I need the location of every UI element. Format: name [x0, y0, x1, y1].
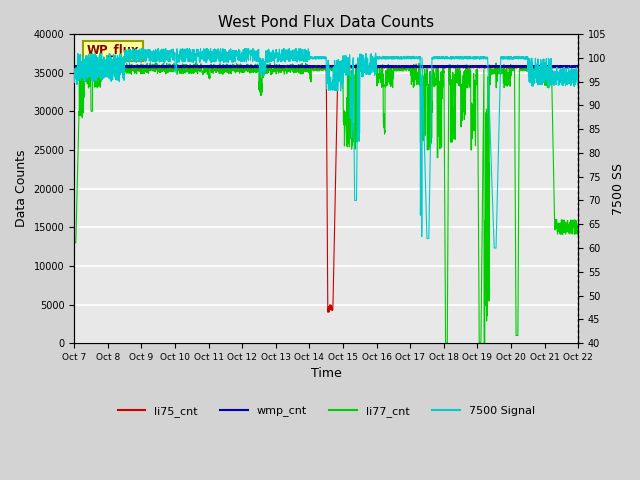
Legend: li75_cnt, wmp_cnt, li77_cnt, 7500 Signal: li75_cnt, wmp_cnt, li77_cnt, 7500 Signal [113, 401, 539, 421]
Title: West Pond Flux Data Counts: West Pond Flux Data Counts [218, 15, 435, 30]
X-axis label: Time: Time [311, 368, 342, 381]
Y-axis label: Data Counts: Data Counts [15, 150, 28, 228]
Text: WP_flux: WP_flux [87, 44, 140, 57]
Y-axis label: 7500 SS: 7500 SS [612, 163, 625, 215]
